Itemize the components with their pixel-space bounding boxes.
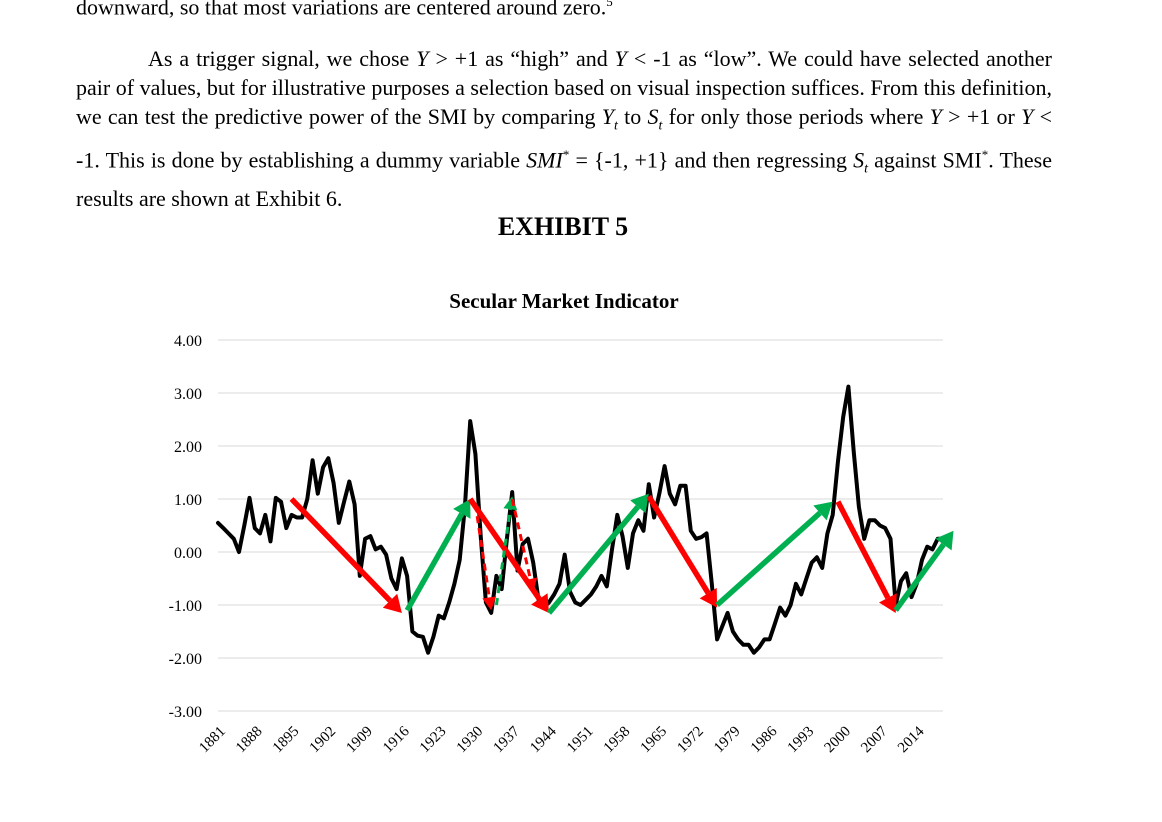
x-tick-label: 1930	[454, 724, 487, 757]
x-axis-tick-labels: 1881 1888 1895 1902 1909 1916 1923 1930 1937 1944…	[196, 723, 928, 756]
dashed-trend-arrow	[473, 504, 497, 611]
x-tick-label: 1909	[343, 724, 376, 757]
x-tick-label: 2000	[821, 724, 854, 757]
x-tick-label: 1965	[638, 724, 671, 757]
paragraph-run: t	[614, 118, 618, 134]
paragraph-run: S	[647, 104, 659, 129]
trend-arrow	[835, 500, 897, 613]
x-tick-label: 1888	[233, 724, 266, 757]
y-tick-label: -2.00	[169, 651, 202, 668]
y-tick-label: 1.00	[174, 492, 202, 509]
previous-paragraph-last-line: downward, so that most variations are ce…	[76, 0, 613, 21]
paragraph-run: = {-1, +1} and then regressing	[569, 147, 854, 173]
x-tick-label: 1979	[711, 724, 744, 757]
x-tick-label: 1881	[196, 724, 229, 757]
x-tick-label: 2007	[858, 723, 891, 756]
paragraph-run: Y	[614, 46, 627, 71]
trend-arrow	[646, 494, 718, 608]
previous-paragraph-text: downward, so that most variations are ce…	[76, 0, 607, 20]
y-tick-label: 3.00	[174, 386, 202, 403]
y-tick-label: -3.00	[169, 704, 202, 721]
paragraph-run: > +1 or	[941, 104, 1022, 129]
trend-arrow	[546, 493, 649, 615]
paragraph-run: *	[981, 147, 989, 163]
paragraph-run: < -1 as “low”. We could have selected an…	[76, 46, 1053, 129]
paragraph-run: to	[617, 104, 648, 129]
x-tick-label: 1958	[601, 724, 634, 757]
chart-title: Secular Market Indicator	[449, 289, 678, 313]
x-tick-label: 1993	[785, 724, 818, 757]
paragraph-run: < -1. This is done by establishing a dum…	[76, 104, 1053, 173]
paragraph-run: *	[562, 147, 570, 163]
dashed-trend-arrow	[494, 496, 518, 606]
exhibit-title: EXHIBIT 5	[497, 212, 629, 241]
paragraph-run: Y	[416, 46, 429, 71]
paragraph-run: t	[658, 118, 663, 134]
trend-arrow	[715, 501, 833, 608]
paragraph-run: Y	[601, 104, 615, 129]
trend-arrows	[289, 493, 954, 615]
paragraph-run: SMI	[526, 147, 563, 173]
paragraph-run: for only those periods where	[662, 104, 930, 129]
dashed-trend-arrow	[510, 498, 538, 592]
trend-arrow	[289, 497, 402, 613]
series-layer	[216, 384, 945, 655]
x-tick-label: 1986	[748, 723, 781, 756]
x-tick-label: 1923	[417, 724, 450, 757]
y-axis-tick-labels: 4.00 3.00 2.00 1.00 0.00 -1.00 -2.00 -3.00	[169, 333, 202, 721]
paragraph-run: As a trigger signal, we chose	[148, 46, 417, 71]
trend-arrow	[893, 530, 954, 612]
x-tick-label: 1937	[491, 723, 524, 756]
body-paragraph: As a trigger signal, we chose Y > +1 as …	[76, 44, 1052, 213]
x-tick-label: 1895	[270, 724, 303, 757]
paragraph-run: against SMI	[867, 147, 982, 173]
y-tick-label: 4.00	[174, 333, 202, 350]
x-tick-label: 2014	[895, 723, 928, 756]
x-tick-label: 1951	[564, 724, 597, 757]
paragraph-run: > +1 as “high” and	[428, 46, 615, 71]
x-tick-label: 1972	[674, 724, 707, 757]
x-tick-label: 1902	[307, 724, 340, 757]
paragraph-run: . These results are shown at Exhibit 6.	[76, 147, 1052, 212]
trend-arrow	[404, 499, 471, 612]
y-tick-label: -1.00	[169, 598, 202, 615]
paragraph-run: t	[864, 162, 868, 178]
gridlines	[218, 339, 943, 712]
y-tick-label: 2.00	[174, 439, 202, 456]
paragraph-run: Y	[929, 104, 942, 129]
footnote-marker: 5	[606, 0, 613, 9]
y-tick-label: 0.00	[174, 545, 202, 562]
x-tick-label: 1916	[380, 723, 413, 756]
smi-series-line	[216, 384, 945, 655]
paragraph-run: Y	[1021, 104, 1034, 129]
paragraph-run: S	[853, 147, 865, 173]
secular-market-indicator-chart: Secular Market Indicator 4.00 3.00 2.00 1.0…	[169, 289, 954, 756]
x-tick-label: 1944	[527, 723, 560, 756]
